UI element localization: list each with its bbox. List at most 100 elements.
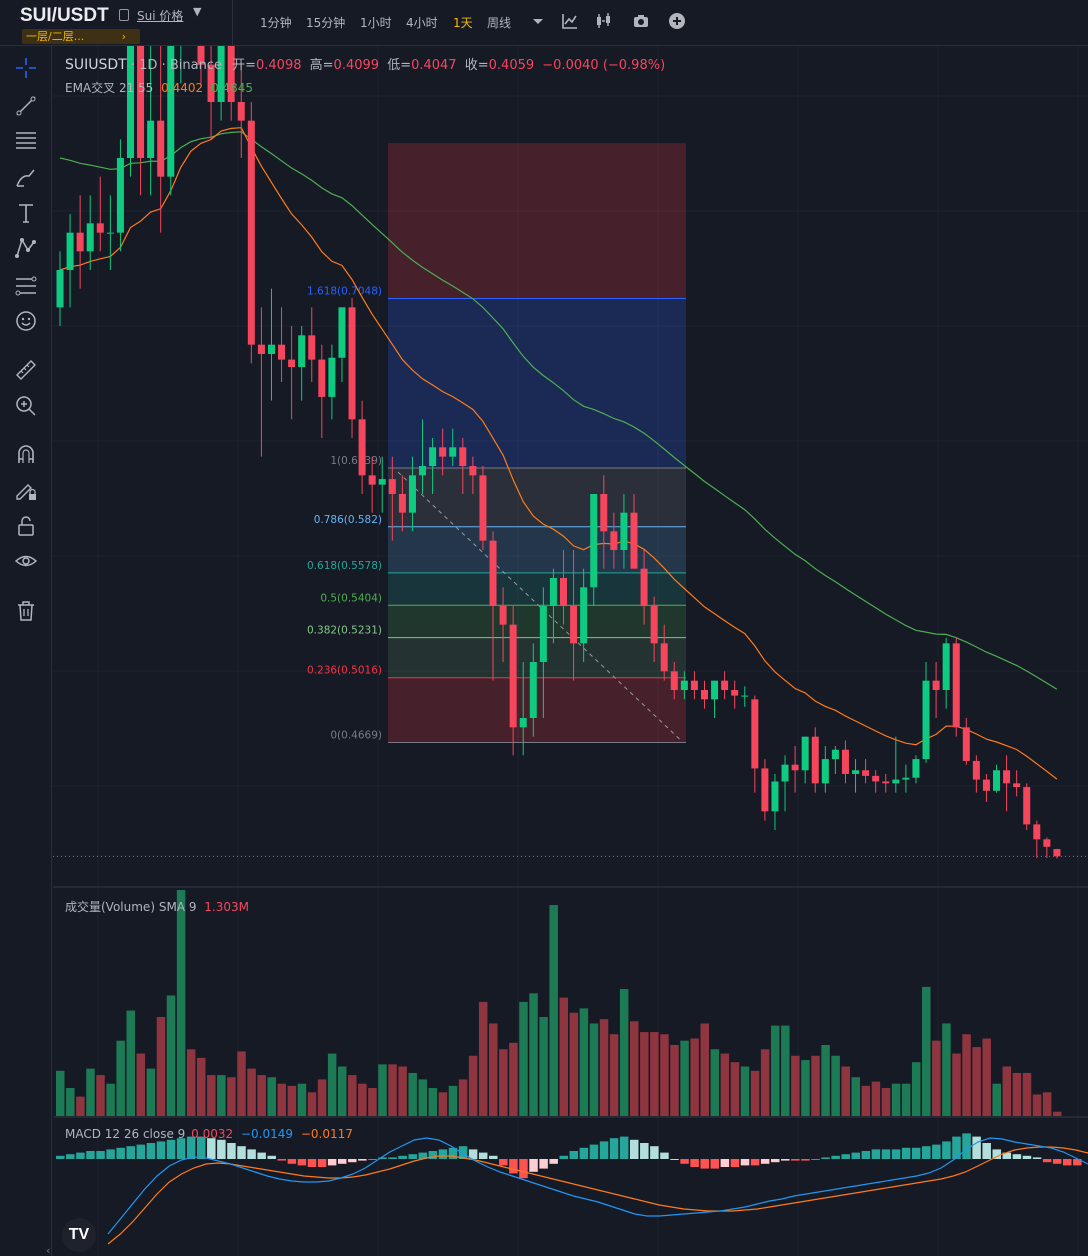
- macd-histogram-bar: [106, 1149, 115, 1159]
- fib-retracement-icon[interactable]: [14, 274, 38, 298]
- tab-timeframe-1w[interactable]: 周线: [487, 16, 512, 30]
- macd-histogram-bar: [962, 1133, 971, 1159]
- horizontal-lines-icon[interactable]: [14, 128, 38, 152]
- camera-icon[interactable]: [632, 12, 650, 30]
- volume-bar: [760, 1049, 770, 1116]
- candle-body: [66, 232, 74, 270]
- tab-timeframe-15m[interactable]: 15分钟: [306, 16, 346, 30]
- volume-bar: [831, 1055, 840, 1116]
- emoji-icon[interactable]: [14, 309, 38, 333]
- layer-category-button[interactable]: 一层/二层... ›: [22, 29, 140, 44]
- candle-body: [902, 777, 910, 780]
- candle-body: [288, 359, 296, 368]
- candle-body: [267, 344, 275, 354]
- candle-body: [680, 680, 688, 690]
- tab-timeframe-1d[interactable]: 1天: [453, 16, 473, 30]
- volume-bar: [448, 1085, 458, 1116]
- trash-icon[interactable]: [14, 599, 38, 623]
- candle-body: [993, 770, 1001, 791]
- timeframe-dropdown-icon[interactable]: [529, 12, 547, 30]
- candle-body: [1013, 783, 1021, 788]
- add-circle-icon[interactable]: [668, 12, 686, 30]
- eye-icon[interactable]: [14, 549, 38, 573]
- ruler-icon[interactable]: [14, 358, 38, 382]
- symbol-title[interactable]: SUI/USDT: [20, 5, 109, 26]
- fib-level-label: 0.236(0.5016): [307, 665, 382, 677]
- volume-bar: [660, 1034, 669, 1116]
- candle-body: [882, 781, 890, 784]
- macd-histogram-bar: [1042, 1159, 1052, 1163]
- candlestick-type-icon[interactable]: [595, 12, 613, 30]
- volume-bar: [700, 1023, 709, 1116]
- lock-icon[interactable]: [14, 514, 38, 538]
- volume-bar: [317, 1079, 327, 1116]
- magnet-icon[interactable]: [14, 443, 38, 467]
- macd-histogram-bar: [901, 1147, 911, 1159]
- volume-bar: [186, 1049, 196, 1116]
- volume-bar: [176, 890, 186, 1116]
- volume-bar: [66, 1088, 75, 1116]
- volume-bar: [720, 1053, 730, 1116]
- candle-body: [791, 764, 799, 771]
- lock-drawing-icon[interactable]: [14, 478, 38, 502]
- ema-legend[interactable]: EMA交叉 21 55 0.4402 0.4845: [65, 79, 253, 96]
- crosshair-icon[interactable]: [14, 56, 38, 80]
- macd-histogram-bar: [589, 1144, 599, 1159]
- tab-timeframe-1m[interactable]: 1分钟: [260, 16, 292, 30]
- tab-timeframe-4h[interactable]: 4小时: [406, 16, 438, 30]
- chevron-left-icon[interactable]: ‹: [46, 1244, 51, 1256]
- symbol-info-link[interactable]: Sui 价格: [137, 9, 184, 23]
- fib-zone: [388, 526, 686, 573]
- macd-histogram-bar: [378, 1157, 387, 1159]
- text-icon[interactable]: [14, 201, 38, 225]
- volume-bar: [398, 1066, 407, 1116]
- candle-body: [862, 770, 870, 776]
- tradingview-logo[interactable]: TV: [62, 1218, 96, 1252]
- macd-histogram-bar: [821, 1157, 830, 1159]
- brush-icon[interactable]: [14, 166, 38, 190]
- volume-bar: [196, 1057, 206, 1116]
- volume-bar: [297, 1083, 307, 1116]
- volume-bar: [932, 1040, 941, 1116]
- chevron-down-icon[interactable]: ▼: [193, 5, 202, 18]
- macd-histogram-bar: [801, 1159, 810, 1161]
- macd-histogram-bar: [599, 1141, 609, 1159]
- volume-bars: [56, 890, 1062, 1116]
- pattern-icon[interactable]: [14, 236, 38, 260]
- volume-legend[interactable]: 成交量(Volume) SMA 9 1.303M: [65, 898, 249, 915]
- macd-histogram-bar: [448, 1147, 458, 1159]
- zoom-in-icon[interactable]: [14, 394, 38, 418]
- macd-histogram-bar: [640, 1143, 649, 1159]
- fib-level-label: 0(0.4669): [330, 729, 382, 741]
- candle-body: [751, 699, 759, 769]
- candle-body: [600, 494, 608, 532]
- volume-bar: [136, 1053, 146, 1116]
- candle-body: [257, 344, 265, 354]
- volume-bar: [710, 1049, 720, 1116]
- volume-bar: [337, 1066, 347, 1116]
- candle-body: [539, 606, 547, 662]
- candle-body: [116, 158, 124, 233]
- volume-bar: [418, 1079, 428, 1116]
- trend-line-icon[interactable]: [14, 94, 38, 118]
- chart-area[interactable]: 1.618(0.7048) 1(0.6139) 0.786(0.582) 0.618(…: [53, 0, 1088, 1256]
- volume-bar: [740, 1066, 750, 1116]
- chart-canvas[interactable]: 1.618(0.7048) 1(0.6139) 0.786(0.582) 0.618(…: [53, 0, 1088, 1256]
- candle-body: [479, 475, 487, 541]
- macd-histogram-bar: [569, 1151, 579, 1159]
- candle-body: [56, 270, 64, 308]
- volume-bar: [76, 1096, 85, 1116]
- candle-body: [620, 512, 628, 550]
- candle-body: [1053, 849, 1061, 857]
- macd-histogram-bar: [297, 1159, 307, 1166]
- macd-histogram-bar: [972, 1136, 981, 1159]
- macd-histogram-bar: [136, 1144, 146, 1159]
- candle-body: [771, 781, 779, 812]
- fib-level-label: 0.5(0.5404): [320, 592, 382, 604]
- indicator-chart-icon[interactable]: [561, 12, 579, 30]
- macd-legend[interactable]: MACD 12 26 close 9 0.0032 −0.0149 −0.011…: [65, 1127, 353, 1141]
- macd-histogram-bar: [368, 1159, 377, 1160]
- macd-histogram-bar: [982, 1143, 991, 1159]
- tab-timeframe-1h[interactable]: 1小时: [360, 16, 392, 30]
- macd-histogram-bar: [1032, 1157, 1042, 1159]
